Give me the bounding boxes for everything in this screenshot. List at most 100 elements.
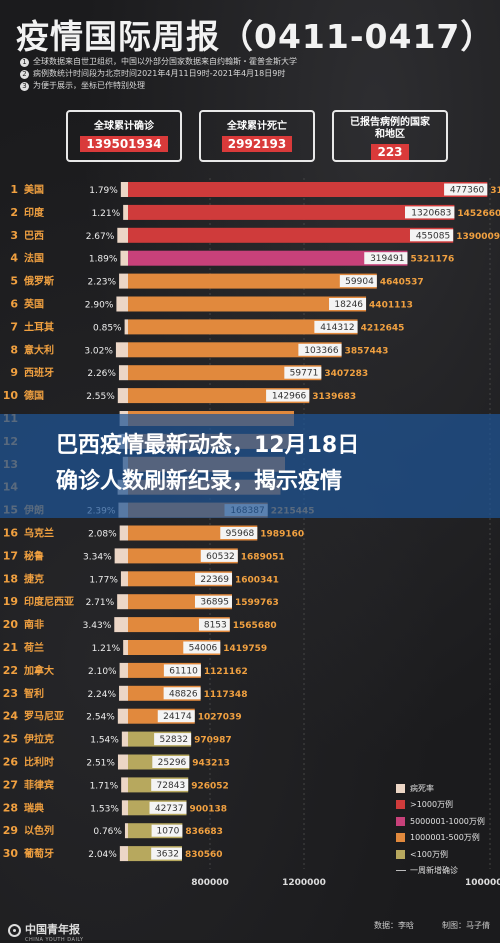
logo-icon (8, 924, 21, 937)
country-label: 乌克兰 (24, 527, 54, 540)
weekly-label-box (409, 229, 454, 242)
fatality-bar (119, 525, 128, 541)
weekly-label-box (444, 183, 488, 196)
note-3: 3 为便于展示，坐标已作特别处理 (20, 80, 297, 92)
weekly-label-box (364, 252, 408, 265)
weekly-label-box (195, 572, 233, 585)
weekly-label: 60532 (206, 552, 235, 562)
fatality-bar (117, 594, 128, 610)
legend-label: 一周新增确诊 (410, 866, 458, 876)
rank-label: 1 (10, 183, 18, 196)
note-2: 2 病例数统计时间段为北京时间2021年4月11日9时-2021年4月18日9时 (20, 68, 297, 80)
total-label: 13900091 (456, 232, 500, 242)
total-label: 4212645 (361, 323, 405, 333)
legend-line (396, 870, 406, 872)
fatality-label: 1.53% (90, 804, 119, 814)
weekly-label-box (198, 618, 230, 631)
country-label: 印度尼西亚 (24, 595, 74, 608)
total-label: 836683 (185, 827, 223, 837)
rank-label: 19 (3, 595, 18, 608)
legend: 病死率 >1000万例 5000001-1000万例 1000001-500万例… (396, 780, 485, 879)
legend-item: 一周新增确诊 (396, 863, 485, 880)
weekly-label-box (284, 366, 322, 379)
rank-label: 20 (3, 618, 19, 631)
weekly-label-box (183, 641, 221, 654)
country-label: 西班牙 (24, 366, 54, 379)
fatality-label: 1.21% (92, 644, 121, 654)
fatality-bar (124, 319, 128, 335)
fatality-label: 0.76% (93, 827, 122, 837)
weekly-label-box (151, 847, 182, 860)
headline-overlay[interactable]: 巴西疫情最新动态，12月18日 确诊人数刷新纪录，揭示疫情 (0, 414, 500, 518)
country-label: 罗马尼亚 (24, 711, 64, 723)
fatality-bar (123, 640, 128, 655)
total-label: 970987 (194, 736, 232, 746)
total-label: 1989160 (260, 530, 304, 540)
fatality-bar (119, 662, 128, 678)
fatality-bar (118, 365, 128, 381)
weekly-label-box (404, 206, 455, 219)
weekly-label: 8153 (204, 621, 227, 631)
rank-label: 25 (3, 733, 18, 746)
total-label: 1599763 (235, 598, 279, 608)
weekly-label: 477360 (450, 186, 485, 196)
fatality-label: 2.51% (86, 759, 115, 769)
total-label: 31626565 (490, 186, 500, 196)
legend-label: <100万例 (410, 849, 448, 859)
logo-wordmark: 中国青年报 CHINA YOUTH DAILY (25, 918, 84, 943)
fatality-label: 2.24% (87, 690, 116, 700)
total-bar (128, 388, 310, 404)
total-label: 4401113 (369, 301, 413, 311)
weekly-label: 414312 (320, 323, 354, 333)
total-label: 4640537 (380, 278, 424, 288)
fatality-label: 1.71% (90, 781, 119, 791)
note-1: 1 全球数据来自世卫组织，中国以外部分国家数据来自约翰斯・霍普金斯大学 (20, 56, 297, 68)
stat-box-confirmed: 全球累计确诊 139501934 (66, 110, 182, 162)
fatality-bar (117, 754, 128, 770)
country-label: 加拿大 (23, 664, 54, 677)
weekly-label: 319491 (370, 254, 404, 264)
rank-label: 9 (10, 366, 18, 379)
weekly-label: 54006 (189, 644, 218, 654)
weekly-label: 455085 (416, 231, 450, 241)
weekly-label-box (151, 778, 189, 791)
weekly-label: 1320683 (411, 208, 451, 218)
headline-text: 巴西疫情最新动态，12月18日 确诊人数刷新纪录，揭示疫情 (56, 428, 359, 500)
fatality-label: 2.10% (88, 667, 117, 677)
fatality-label: 2.04% (88, 850, 117, 860)
total-label: 1027039 (198, 713, 242, 723)
x-tick-label: 800000 (191, 878, 229, 888)
weekly-label: 36895 (200, 598, 229, 608)
stat-label: 已报告病例的国家和地区 (350, 117, 430, 140)
weekly-label-box (163, 687, 201, 700)
rank-label: 23 (3, 687, 18, 700)
fatality-bar (114, 617, 128, 633)
country-label: 俄罗斯 (23, 275, 54, 288)
total-bar (128, 342, 342, 358)
fatality-bar (120, 571, 128, 587)
weekly-label: 1070 (156, 827, 179, 837)
fatality-label: 0.85% (93, 323, 122, 333)
weekly-label-box (329, 298, 367, 310)
rank-label: 26 (3, 756, 19, 769)
legend-item: 5000001-1000万例 (396, 813, 485, 830)
weekly-label: 95968 (226, 529, 255, 539)
country-label: 捷克 (24, 572, 44, 585)
weekly-label: 61110 (169, 666, 198, 676)
rank-label: 7 (10, 320, 18, 333)
fatality-bar (121, 731, 128, 747)
note-text: 为便于展示，坐标已作特别处理 (33, 81, 145, 90)
note-text: 病例数统计时间段为北京时间2021年4月11日9时-2021年4月18日9时 (33, 69, 286, 78)
legend-swatch (396, 783, 405, 793)
fatality-label: 1.21% (92, 209, 121, 219)
weekly-label-box (266, 389, 310, 402)
weekly-label-box (157, 710, 195, 723)
x-tick-label: 1200000 (282, 878, 326, 888)
country-label: 瑞典 (24, 801, 44, 814)
fatality-bar (123, 204, 128, 220)
total-bar (128, 250, 408, 266)
fatality-bar (117, 388, 128, 404)
legend-swatch (396, 800, 405, 810)
legend-item: <100万例 (396, 846, 485, 863)
rank-label: 10 (3, 389, 19, 402)
